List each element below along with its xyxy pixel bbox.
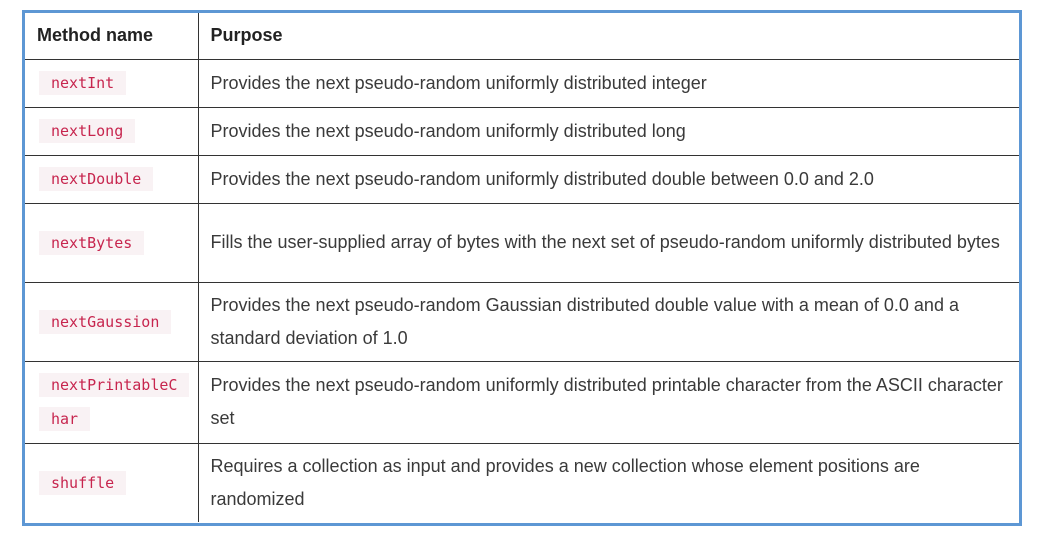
purpose-cell: Provides the next pseudo-random Gaussian… [197, 281, 1019, 362]
method-cell: nextLong [25, 106, 199, 156]
table-row: nextPrintableChar Provides the next pseu… [25, 360, 1019, 444]
table-row: nextLong Provides the next pseudo-random… [25, 106, 1019, 156]
method-cell: nextBytes [25, 202, 199, 283]
method-cell: nextInt [25, 58, 199, 108]
purpose-cell: Provides the next pseudo-random uniforml… [197, 106, 1019, 156]
method-cell: nextGaussion [25, 281, 199, 362]
purpose-cell: Provides the next pseudo-random uniforml… [197, 154, 1019, 204]
method-code: shuffle [39, 470, 127, 495]
method-code: nextInt [39, 71, 127, 95]
methods-table-frame: Method name Purpose nextInt Provides the… [22, 10, 1022, 526]
table-row: nextGaussion Provides the next pseudo-ra… [25, 281, 1019, 362]
purpose-cell: Provides the next pseudo-random uniforml… [197, 58, 1019, 108]
method-cell: shuffle [25, 442, 199, 522]
method-code: nextLong [39, 119, 136, 143]
header-method-name: Method name [25, 13, 199, 60]
table-row: shuffle Requires a collection as input a… [25, 442, 1019, 522]
purpose-cell: Requires a collection as input and provi… [197, 442, 1019, 522]
method-code: nextGaussion [39, 309, 172, 334]
method-cell: nextDouble [25, 154, 199, 204]
method-code: nextPrintableChar [39, 373, 190, 431]
table-row: nextDouble Provides the next pseudo-rand… [25, 154, 1019, 204]
purpose-cell: Fills the user-supplied array of bytes w… [197, 202, 1019, 283]
method-code: nextBytes [39, 230, 145, 255]
table-header-row: Method name Purpose [25, 13, 1019, 60]
table-row: nextInt Provides the next pseudo-random … [25, 58, 1019, 108]
header-purpose: Purpose [197, 13, 1019, 60]
method-code: nextDouble [39, 167, 154, 191]
methods-table: Method name Purpose nextInt Provides the… [25, 13, 1019, 522]
purpose-cell: Provides the next pseudo-random uniforml… [197, 360, 1019, 444]
method-cell: nextPrintableChar [25, 360, 199, 444]
table-row: nextBytes Fills the user-supplied array … [25, 202, 1019, 283]
